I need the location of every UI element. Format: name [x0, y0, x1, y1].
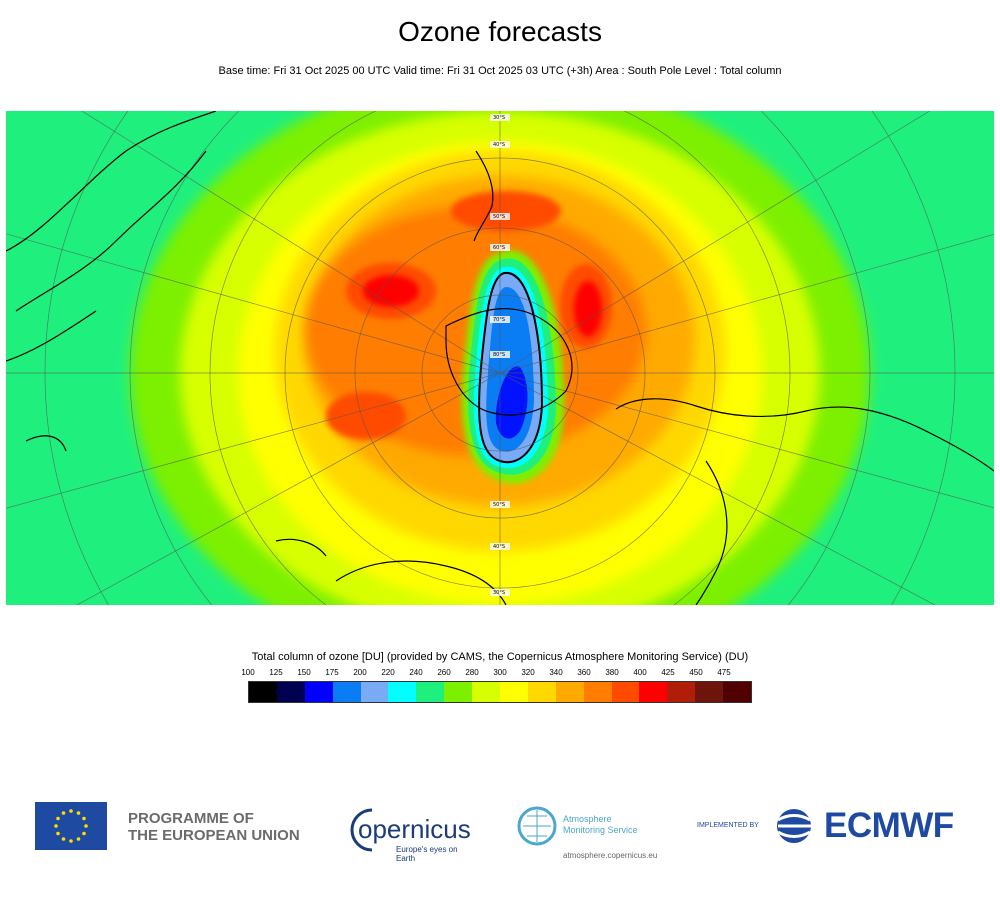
copernicus-word: opernicus — [358, 814, 471, 844]
lat-label-30: 30°S — [493, 115, 505, 121]
footer-logos: PROGRAMME OF THE EUROPEAN UNION opernicu… — [0, 790, 1000, 870]
colorbar-swatch — [723, 682, 752, 702]
cams-url: atmosphere.copernicus.eu — [563, 851, 658, 860]
ecmwf-word: ECMWF — [824, 806, 954, 845]
legend-tick-label: 280 — [465, 668, 479, 677]
eu-programme-text: PROGRAMME OF THE EUROPEAN UNION — [128, 810, 300, 844]
cams-line2: Monitoring Service — [563, 825, 638, 835]
legend-tick-label: 340 — [549, 668, 563, 677]
lat-label-50: 50°S — [493, 214, 505, 220]
colorbar-swatch — [332, 682, 361, 702]
legend-ticks: 100 125 150 175 200 220 240 260 280 300 320 340 360 3… — [241, 668, 752, 680]
colorbar-swatch — [527, 682, 556, 702]
colorbar-swatch — [667, 682, 696, 702]
eu-line2: THE EUROPEAN UNION — [128, 827, 300, 844]
lat-label-50-south: 50°S — [493, 502, 505, 508]
legend-tick-label: 300 — [493, 668, 507, 677]
ecmwf-logo: ECMWF — [772, 806, 972, 846]
longitude-grid — [6, 111, 994, 605]
lat-label-70: 70°S — [493, 317, 505, 323]
legend-title: Total column of ozone [DU] (provided by … — [251, 651, 749, 663]
cams-line1: Atmosphere — [563, 814, 612, 824]
colorbar-swatch — [555, 682, 584, 702]
legend-tick-label: 380 — [605, 668, 619, 677]
colorbar — [248, 681, 752, 703]
lat-label-60: 60°S — [493, 245, 505, 251]
copernicus-tagline: Europe's eyes on Earth — [396, 845, 458, 863]
colorbar-swatch — [472, 682, 501, 702]
lat-label-80: 80°S — [493, 352, 505, 358]
copernicus-logo: opernicus Europe's eyes on Earth — [338, 800, 478, 863]
lat-label-30-south: 30°S — [493, 590, 505, 596]
max-core-west — [363, 275, 419, 307]
legend-tick-label: 100 — [241, 668, 255, 677]
implemented-by: IMPLEMENTED BY — [697, 822, 759, 829]
lat-label-40: 40°S — [493, 142, 505, 148]
max-core-east — [574, 281, 602, 337]
colorbar-swatch — [500, 682, 528, 702]
colorbar-swatch — [276, 682, 305, 702]
hole-core-150 — [495, 366, 528, 439]
grid-labels: 50°S 40°S 30°S 60°S 70°S 80°S 50°S 40°S … — [490, 114, 510, 596]
max-region-north — [451, 191, 561, 231]
colorbar-swatch — [304, 682, 333, 702]
ecmwf-symbol-icon — [777, 809, 812, 843]
lat-label-40-south: 40°S — [493, 544, 505, 550]
legend-tick-label: 175 — [325, 668, 339, 677]
legend-tick-label: 220 — [381, 668, 395, 677]
legend-tick-label: 260 — [437, 668, 451, 677]
colorbar-swatch — [611, 682, 640, 702]
coastlines — [6, 111, 994, 605]
colorbar-swatch — [444, 682, 473, 702]
eu-line1: PROGRAMME OF — [128, 810, 254, 827]
legend-tick-label: 240 — [409, 668, 423, 677]
colorbar-swatch — [416, 682, 445, 702]
legend-tick-label: 150 — [297, 668, 311, 677]
legend-tick-label: 320 — [521, 668, 535, 677]
legend-tick-label: 475 — [717, 668, 731, 677]
legend-tick-label: 450 — [689, 668, 703, 677]
colorbar-swatch — [583, 682, 612, 702]
legend-tick-label: 425 — [661, 668, 675, 677]
legend-tick-label: 360 — [577, 668, 591, 677]
forecast-subtitle: Base time: Fri 31 Oct 2025 00 UTC Valid … — [218, 65, 782, 77]
colorbar-swatch — [249, 682, 277, 702]
colorbar-swatch — [639, 682, 668, 702]
copernicus-c-icon — [350, 808, 373, 852]
ozone-map-svg: 50°S 40°S 30°S 60°S 70°S 80°S 50°S 40°S … — [6, 111, 994, 605]
max-region-southwest — [326, 392, 406, 440]
eu-flag-icon — [35, 802, 107, 850]
legend-tick-label: 125 — [269, 668, 283, 677]
colorbar-swatch — [695, 682, 724, 702]
ozone-map: 50°S 40°S 30°S 60°S 70°S 80°S 50°S 40°S … — [6, 111, 994, 605]
cams-logo: Atmosphere Monitoring Service atmosphere… — [515, 800, 675, 860]
page-title: Ozone forecasts — [398, 16, 602, 47]
cams-globe-icon — [517, 806, 557, 846]
legend-tick-label: 200 — [353, 668, 367, 677]
colorbar-swatch — [360, 682, 389, 702]
legend-tick-label: 400 — [633, 668, 647, 677]
colorbar-swatch — [388, 682, 417, 702]
